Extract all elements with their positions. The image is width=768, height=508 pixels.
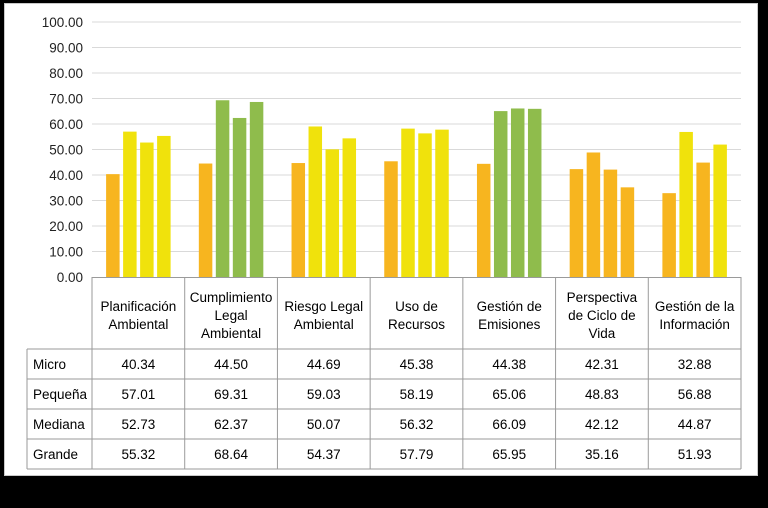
table-cell-grande-2: 68.64: [214, 447, 248, 462]
bar-grande-2: [249, 101, 264, 277]
bar-micro-1: [106, 174, 120, 277]
bar-mediana-5: [510, 108, 525, 278]
table-cell-pequena-6: 48.83: [585, 387, 619, 402]
bar-grande-1: [157, 135, 171, 277]
table-cell-micro-4: 45.38: [400, 357, 434, 372]
table-cell-grande-1: 55.32: [121, 447, 155, 462]
y-tick-label: 90.00: [49, 41, 83, 56]
row-header-micro: Micro: [33, 357, 66, 372]
bar-grande-6: [620, 187, 635, 277]
bar-mediana-6: [603, 169, 618, 277]
table-cell-grande-3: 54.37: [307, 447, 341, 462]
category-label-gestion-de-la-informacion: Gestión de la Información: [655, 299, 735, 332]
bar-pequena-2: [215, 100, 230, 278]
table-cell-mediana-1: 52.73: [121, 417, 155, 432]
y-tick-label: 0.00: [57, 270, 83, 285]
table-cell-pequena-5: 65.06: [492, 387, 526, 402]
table-cell-micro-3: 44.69: [307, 357, 341, 372]
y-tick-label: 60.00: [49, 117, 83, 132]
bar-grande-4: [435, 129, 449, 277]
table-cell-grande-6: 35.16: [585, 447, 619, 462]
bar-grande-5: [527, 108, 542, 277]
y-tick-label: 40.00: [49, 168, 83, 183]
category-label-planificacion-ambiental: Planificación Ambiental: [100, 299, 176, 332]
y-tick-label: 30.00: [49, 194, 83, 209]
bar-micro-2: [198, 163, 213, 277]
table-cell-micro-5: 44.38: [492, 357, 526, 372]
bar-micro-3: [291, 163, 306, 277]
table-cell-mediana-4: 56.32: [400, 417, 434, 432]
y-tick-label: 10.00: [49, 245, 83, 260]
bar-grande-3: [342, 138, 357, 277]
table-cell-micro-2: 44.50: [214, 357, 248, 372]
table-cell-mediana-6: 42.12: [585, 417, 619, 432]
row-header-grande: Grande: [33, 447, 78, 462]
table-cell-pequena-2: 69.31: [214, 387, 248, 402]
y-tick-label: 70.00: [49, 92, 83, 107]
category-label-riesgo-legal-ambiental: Riesgo Legal Ambiental: [284, 299, 363, 332]
bar-pequena-5: [493, 111, 508, 277]
table-cell-mediana-7: 44.87: [678, 417, 712, 432]
bar-micro-4: [384, 161, 398, 277]
bar-pequena-1: [123, 131, 137, 277]
bar-micro-6: [569, 169, 584, 277]
bar-chart: 0.00 10.00 20.00 30.00 40.00 50.00 60.00 70.00 8…: [26, 15, 742, 470]
category-label-perspectiva-de-ciclo-de-vida: Perspectiva de Ciclo de Vida: [567, 290, 638, 341]
table-cell-micro-1: 40.34: [121, 357, 155, 372]
table-cell-pequena-1: 57.01: [121, 387, 155, 402]
bar-pequena-7: [679, 131, 693, 277]
y-tick-label: 100.00: [42, 15, 83, 30]
y-tick-label: 20.00: [49, 219, 83, 234]
gridlines: [92, 21, 741, 252]
y-tick-label: 50.00: [49, 143, 83, 158]
table-cell-mediana-2: 62.37: [214, 417, 248, 432]
y-axis-tick-labels: 0.00 10.00 20.00 30.00 40.00 50.00 60.00 70.00 8…: [42, 15, 83, 285]
bar-grande-7: [713, 144, 727, 277]
table-cell-micro-6: 42.31: [585, 357, 619, 372]
data-table: Planificación Ambiental Cumplimiento Legal A…: [26, 277, 742, 470]
table-cell-micro-7: 32.88: [678, 357, 712, 372]
y-tick-label: 80.00: [49, 66, 83, 81]
bar-micro-5: [476, 163, 491, 277]
bar-mediana-3: [325, 149, 340, 277]
bar-mediana-7: [696, 162, 710, 277]
bar-mediana-4: [418, 133, 432, 277]
table-cell-grande-5: 65.95: [492, 447, 526, 462]
table-cell-grande-7: 51.93: [678, 447, 712, 462]
bar-pequena-6: [586, 152, 601, 277]
table-cell-grande-4: 57.79: [400, 447, 434, 462]
bar-mediana-1: [140, 142, 154, 277]
bar-pequena-4: [401, 128, 415, 277]
row-header-pequena: Pequeña: [33, 387, 88, 402]
bar-mediana-2: [232, 117, 247, 277]
table-cell-pequena-3: 59.03: [307, 387, 341, 402]
bar-pequena-3: [308, 126, 323, 277]
category-label-uso-de-recursos: Uso de Recursos: [388, 299, 445, 332]
table-cell-mediana-5: 66.09: [492, 417, 526, 432]
table-cell-pequena-4: 58.19: [400, 387, 434, 402]
chart-panel: 0.00 10.00 20.00 30.00 40.00 50.00 60.00 70.00 8…: [4, 3, 758, 476]
category-label-cumplimiento-legal-ambiental: Cumplimiento Legal Ambiental: [190, 290, 273, 341]
category-label-gestion-de-emisiones: Gestión de Emisiones: [477, 299, 542, 332]
bars: [106, 100, 727, 278]
table-cell-pequena-7: 56.88: [678, 387, 712, 402]
bar-micro-7: [662, 193, 676, 277]
row-header-mediana: Mediana: [33, 417, 85, 432]
table-cell-mediana-3: 50.07: [307, 417, 341, 432]
